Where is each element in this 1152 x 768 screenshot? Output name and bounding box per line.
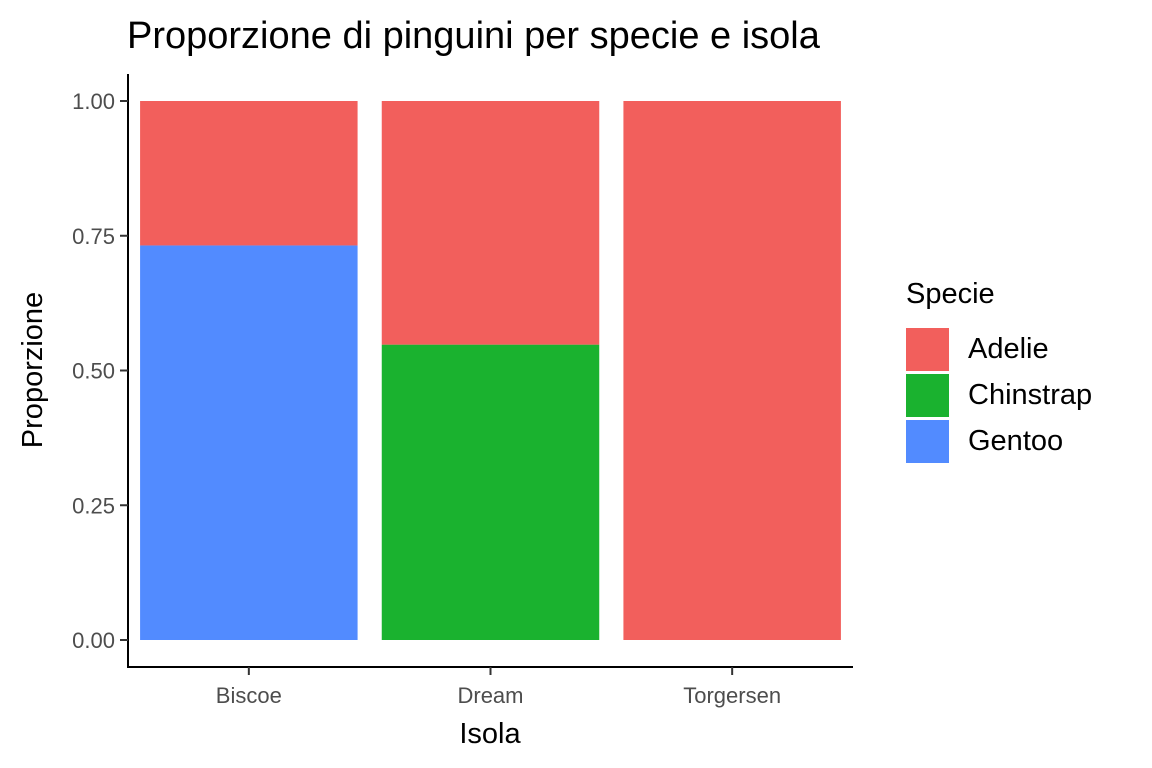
bar-biscoe-adelie bbox=[140, 101, 358, 246]
x-ticks: Biscoe Dream Torgersen bbox=[216, 667, 781, 708]
legend: Specie Adelie Chinstrap Gentoo bbox=[906, 276, 1092, 464]
bar-biscoe-gentoo bbox=[140, 245, 358, 640]
legend-item-gentoo: Gentoo bbox=[906, 418, 1092, 464]
legend-key bbox=[906, 373, 949, 417]
y-tick-label: 1.00 bbox=[72, 89, 115, 114]
legend-key bbox=[906, 419, 949, 463]
legend-item-chinstrap: Chinstrap bbox=[906, 372, 1092, 418]
legend-label: Adelie bbox=[968, 332, 1049, 365]
x-axis-title: Isola bbox=[459, 718, 521, 750]
bars-layer bbox=[140, 101, 841, 640]
x-tick-label-torgersen: Torgersen bbox=[683, 683, 781, 708]
y-tick-label: 0.00 bbox=[72, 628, 115, 653]
legend-items: Adelie Chinstrap Gentoo bbox=[906, 326, 1092, 464]
bar-dream-adelie bbox=[381, 101, 600, 345]
y-tick-label: 0.75 bbox=[72, 224, 115, 249]
chart-title: Proporzione di pinguini per specie e iso… bbox=[127, 15, 820, 57]
x-tick-label-dream: Dream bbox=[457, 683, 523, 708]
y-ticks: 0.00 0.25 0.50 0.75 1.00 bbox=[72, 89, 128, 653]
legend-key bbox=[906, 327, 949, 371]
legend-title: Specie bbox=[906, 278, 995, 310]
bar-dream-chinstrap bbox=[381, 344, 600, 640]
y-tick-label: 0.50 bbox=[72, 359, 115, 384]
legend-label: Chinstrap bbox=[968, 378, 1093, 411]
y-axis-title: Proporzione bbox=[17, 292, 49, 448]
legend-label: Gentoo bbox=[968, 424, 1064, 457]
legend-item-adelie: Adelie bbox=[906, 326, 1092, 372]
y-tick-label: 0.25 bbox=[72, 493, 115, 518]
bar-torgersen-adelie bbox=[623, 101, 841, 640]
x-tick-label-biscoe: Biscoe bbox=[216, 683, 282, 708]
